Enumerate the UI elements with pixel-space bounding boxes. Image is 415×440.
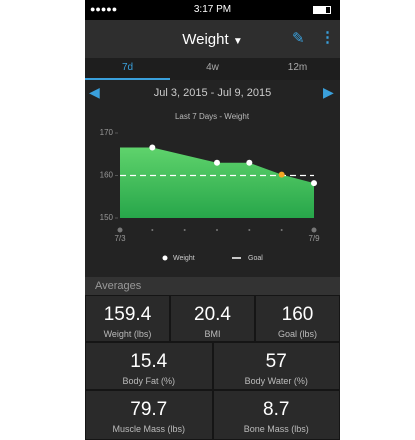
menu-icon[interactable]: ⋮ [320,29,335,46]
tile-value: 20.4 [194,304,231,325]
prev-arrow[interactable]: ◀ [89,84,100,100]
y-tick-label: 160 [100,171,114,180]
x-tick [117,227,123,233]
chart-title: Last 7 Days - Weight [175,112,250,121]
average-tile: 20.4 BMI [170,295,255,342]
tile-label: BMI [204,329,221,339]
x-tick-label: 7/3 [114,234,126,243]
weight-point [214,159,220,166]
weight-point [311,180,317,187]
average-tile: 15.4 Body Fat (%) [85,342,213,390]
tile-label: Goal (lbs) [277,329,317,339]
tile-value: 79.7 [130,399,168,420]
tab[interactable]: 4w [206,62,219,73]
tile-label: Bone Mass (lbs) [243,424,309,434]
tab[interactable]: 7d [121,62,134,73]
legend-weight: Weight [173,255,195,262]
tab[interactable]: 12m [287,62,308,73]
average-tile: 8.7 Bone Mass (lbs) [212,390,340,440]
tile-value: 160 [281,304,314,325]
chart: Last 7 Days - Weight 150 160 170 7/3 7/9 Weig… [100,112,320,262]
x-tick-label: 7/9 [308,234,320,243]
tile-label: Weight (lbs) [103,329,152,339]
time: 3:17 PM [193,4,232,15]
weight-point [278,171,285,178]
weight-point [149,144,156,151]
legend-goal: Goal [248,255,263,262]
title-text: Weight [182,31,229,48]
average-tile: 57 Body Water (%) [212,342,340,390]
average-tile: 159.4 Weight (lbs) [85,295,170,342]
legend-weight-marker [162,255,168,261]
y-tick-label: 170 [100,128,114,137]
x-tick [311,227,317,233]
weight-point [246,159,253,166]
x-tick [151,229,154,231]
edit-icon[interactable]: ✎ [292,30,305,47]
tile-value: 15.4 [130,351,168,372]
tile-value: 159.4 [103,304,152,325]
tabs: 7d 4w 12m [85,58,340,80]
phone-screen: ●●●●● 3:17 PM Weight ▼ ✎ ⋮ 7d 4w 12m ◀ Jul… [85,0,340,440]
status-bar: ●●●●● 3:17 PM [85,0,340,20]
x-tick [183,229,186,231]
weight-area [120,147,314,218]
tile-value: 8.7 [263,399,290,420]
battery-icon [313,6,331,14]
y-tick-label: 150 [100,213,114,222]
averages-title: Averages [95,280,142,292]
tile-label: Muscle Mass (lbs) [112,424,185,434]
average-tile: 160 Goal (lbs) [255,295,340,342]
tile-label: Body Water (%) [244,376,308,386]
dropdown-arrow: ▼ [232,36,243,47]
tab-underline [85,78,170,80]
x-tick [248,229,251,231]
tile-label: Body Fat (%) [122,376,175,386]
x-tick [216,229,218,231]
next-arrow[interactable]: ▶ [323,84,334,100]
header: Weight ▼ ✎ ⋮ [85,20,340,58]
header-title[interactable]: Weight ▼ [85,31,340,48]
tile-value: 57 [265,351,287,372]
date-range: Jul 3, 2015 - Jul 9, 2015 [153,87,272,99]
averages-header: Averages [85,277,340,295]
x-tick [280,229,283,231]
signal-icon: ●●●●● [90,4,118,14]
average-tile: 79.7 Muscle Mass (lbs) [85,390,213,440]
